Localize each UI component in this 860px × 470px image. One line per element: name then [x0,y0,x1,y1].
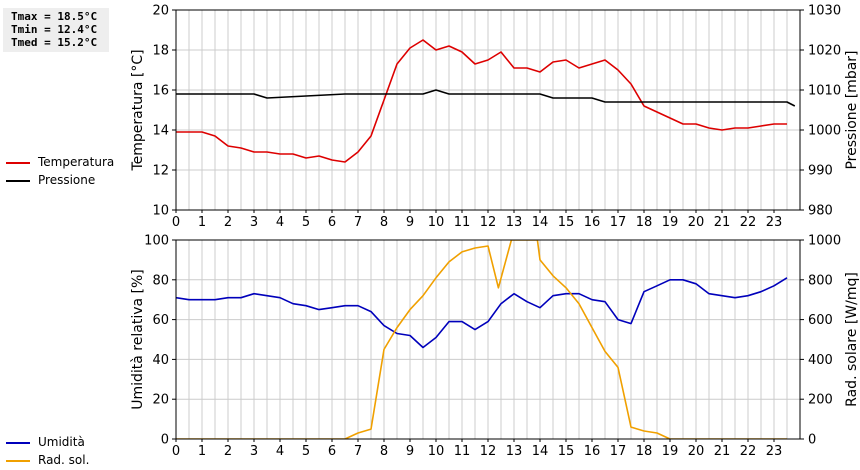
ytick-label-right-1-3: 600 [808,313,833,328]
ytick-label-right-1-0: 0 [808,433,816,448]
legend-swatch-temperatura [6,162,30,164]
legend-swatch-pressione [6,180,30,182]
ytick-label-right-1-1: 200 [808,393,833,408]
ytick-label-left-0-0: 10 [152,204,169,219]
xtick-label-1-2: 2 [224,444,232,459]
ytick-label-right-0-2: 1000 [808,124,841,139]
xtick-label-1-22: 22 [740,444,757,459]
legend-swatch-umidita [6,442,30,444]
stats-box: Tmax = 18.5°C Tmin = 12.4°C Tmed = 15.2°… [3,8,109,52]
xtick-label-1-1: 1 [198,444,206,459]
xtick-label-0-23: 23 [766,215,783,230]
xtick-label-1-7: 7 [354,444,362,459]
ytick-label-left-1-1: 20 [152,393,169,408]
ytick-label-left-1-3: 60 [152,313,169,328]
ytick-label-right-1-2: 400 [808,353,833,368]
legend-label-umidita: Umidità [38,435,85,449]
xtick-label-1-10: 10 [428,444,445,459]
xtick-label-0-17: 17 [610,215,627,230]
series-line-pressione [176,89,796,107]
xtick-label-0-7: 7 [354,215,362,230]
xtick-label-0-6: 6 [328,215,336,230]
ytick-label-left-0-4: 18 [152,44,169,59]
xtick-label-0-22: 22 [740,215,757,230]
xtick-label-1-13: 13 [506,444,523,459]
xtick-label-0-13: 13 [506,215,523,230]
ytick-label-left-0-1: 12 [152,164,169,179]
ytick-label-left-1-2: 40 [152,353,169,368]
xtick-label-0-4: 4 [276,215,284,230]
xtick-label-0-1: 1 [198,215,206,230]
ylabel-right-1: Rad. solare [W/mq] [844,272,860,407]
xtick-label-0-9: 9 [406,215,414,230]
ylabel-left-1: Umidità relativa [%] [130,269,146,410]
xtick-label-0-15: 15 [558,215,575,230]
ytick-label-left-0-2: 14 [152,124,169,139]
xtick-label-1-20: 20 [688,444,705,459]
ytick-label-right-0-3: 1010 [808,84,841,99]
xtick-label-1-8: 8 [380,444,388,459]
ytick-label-left-0-5: 20 [152,4,169,19]
xtick-label-0-18: 18 [636,215,653,230]
ytick-label-left-1-5: 100 [144,234,169,249]
ylabel-left-0: Temperatura [°C] [130,49,146,171]
xtick-label-0-5: 5 [302,215,310,230]
xtick-label-1-21: 21 [714,444,731,459]
xtick-label-0-10: 10 [428,215,445,230]
ytick-label-right-0-0: 980 [808,204,833,219]
xtick-label-1-17: 17 [610,444,627,459]
xtick-label-1-14: 14 [532,444,549,459]
xtick-label-0-8: 8 [380,215,388,230]
tmin-text: Tmin = 12.4°C [11,23,98,36]
legend-label-pressione: Pressione [38,173,96,187]
xtick-label-0-20: 20 [688,215,705,230]
xtick-label-0-16: 16 [584,215,601,230]
ytick-label-right-0-5: 1030 [808,4,841,19]
legend-label-temperatura: Temperatura [38,155,115,169]
tmed-text: Tmed = 15.2°C [11,36,98,49]
xtick-label-0-3: 3 [250,215,258,230]
xtick-label-0-12: 12 [480,215,497,230]
ytick-label-left-1-0: 0 [161,433,169,448]
series-line-umidit [176,277,788,349]
ytick-label-right-1-5: 1000 [808,234,841,249]
xtick-label-1-15: 15 [558,444,575,459]
xtick-label-1-11: 11 [454,444,471,459]
legend-item-umidita: Umidità [6,434,116,452]
xtick-label-1-0: 0 [172,444,180,459]
xtick-label-1-12: 12 [480,444,497,459]
xtick-label-1-18: 18 [636,444,653,459]
xtick-label-1-16: 16 [584,444,601,459]
xtick-label-0-11: 11 [454,215,471,230]
xtick-label-0-21: 21 [714,215,731,230]
xtick-label-0-0: 0 [172,215,180,230]
xtick-label-1-5: 5 [302,444,310,459]
xtick-label-1-19: 19 [662,444,679,459]
xtick-label-1-4: 4 [276,444,284,459]
xtick-label-0-14: 14 [532,215,549,230]
xtick-label-1-23: 23 [766,444,783,459]
series-line-radsol [176,240,787,439]
xtick-label-0-19: 19 [662,215,679,230]
ylabel-right-0: Pressione [mbar] [844,50,860,169]
xtick-label-1-9: 9 [406,444,414,459]
series-line-temperatura [176,39,787,163]
ytick-label-right-0-4: 1020 [808,44,841,59]
xtick-label-0-2: 2 [224,215,232,230]
xtick-label-1-6: 6 [328,444,336,459]
legend-swatch-radsol [6,460,30,462]
ytick-label-left-0-3: 16 [152,84,169,99]
ytick-label-left-1-4: 80 [152,273,169,288]
ytick-label-right-0-1: 990 [808,164,833,179]
ytick-label-right-1-4: 800 [808,273,833,288]
xtick-label-1-3: 3 [250,444,258,459]
tmax-text: Tmax = 18.5°C [11,10,98,23]
